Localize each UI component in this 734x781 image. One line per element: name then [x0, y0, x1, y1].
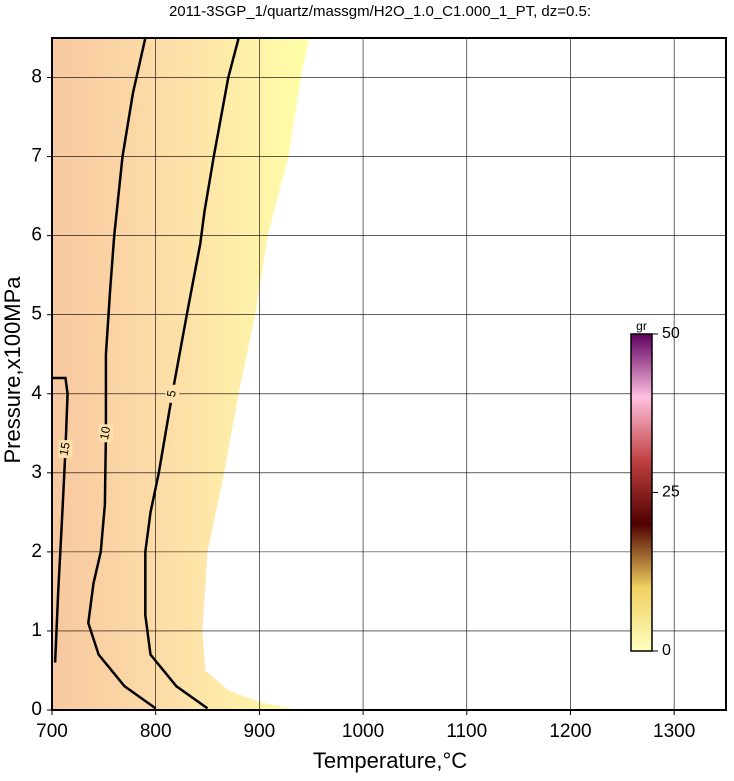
contour-line	[87, 37, 157, 710]
y-tick-label: 4	[31, 383, 42, 404]
y-axis-label: Pressure,x100MPa	[0, 276, 25, 464]
y-tick-label: 5	[31, 304, 42, 325]
y-tick-label: 1	[31, 620, 42, 641]
x-tick-label: 900	[244, 721, 276, 742]
y-tick-label: 0	[31, 699, 42, 720]
colorbar-tick-label: 25	[662, 484, 680, 501]
y-tick-label: 8	[31, 67, 42, 88]
x-tick-label: 700	[36, 721, 68, 742]
contour-line	[144, 37, 240, 710]
y-tick-label: 3	[31, 462, 42, 483]
x-tick-label: 1300	[653, 721, 695, 742]
x-tick-label: 1100	[446, 721, 487, 742]
y-tick-label: 7	[31, 146, 42, 167]
colorbar-label: gr	[636, 319, 647, 333]
y-tick-label: 6	[31, 225, 42, 246]
chart-title: 2011-3SGP_1/quartz/massgm/H2O_1.0_C1.000…	[169, 3, 591, 20]
y-tick-label: 2	[31, 541, 42, 562]
plot-frame	[51, 37, 727, 711]
x-tick-label: 800	[140, 721, 172, 742]
contour-label: 10	[97, 425, 113, 441]
colorbar	[630, 333, 653, 652]
x-tick-label: 1200	[549, 721, 591, 742]
contour-label: 5	[164, 389, 179, 398]
x-tick-label: 1000	[342, 721, 384, 742]
colorbar-tick-label: 50	[662, 325, 680, 342]
contour-label: 15	[57, 441, 73, 457]
x-axis-label: Temperature,°C	[313, 748, 467, 773]
colorbar-tick-label: 0	[662, 642, 671, 659]
